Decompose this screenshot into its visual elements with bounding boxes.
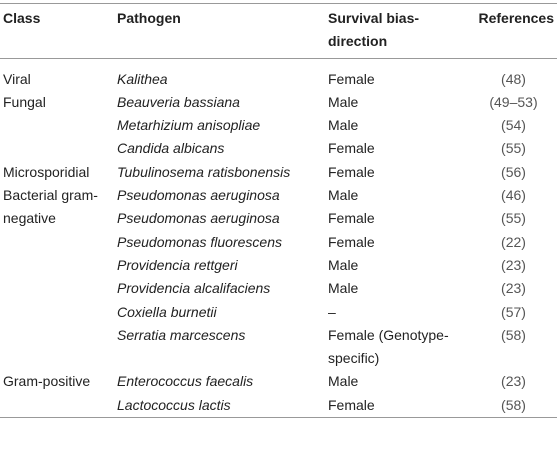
class-cell: Bacterial gram-negative <box>3 187 98 227</box>
header-cell: Pathogen <box>117 10 181 26</box>
pathogen-cell: Lactococcus lactis <box>117 396 231 413</box>
reference-cell: (46) <box>501 187 526 204</box>
table-row: Microsporidial Tubulinosema ratisbonensis… <box>0 161 557 184</box>
reference-cell: (23) <box>501 373 526 390</box>
pathogen-cell: Kalithea <box>117 70 168 87</box>
pathogen-cell: Serratia marcescens <box>117 326 246 343</box>
table-body: Viral Kalithea Female (48) Fungal Beauveria b… <box>0 58 557 418</box>
pathogen-cell: Providencia rettgeri <box>117 256 238 273</box>
reference-cell: (58) <box>501 396 526 413</box>
reference-cell: (55) <box>501 140 526 157</box>
survival-cell: Female <box>328 396 375 413</box>
reference-cell: (57) <box>501 303 526 320</box>
reference-cell: (49–53) <box>489 93 538 110</box>
pathogen-cell: Candida albicans <box>117 140 225 157</box>
table-row: Pseudomonas fluorescens Female (22) <box>0 231 557 254</box>
pathogen-cell: Beauveria bassiana <box>117 93 240 110</box>
survival-cell: – <box>328 303 336 320</box>
table-row: Pseudomonas aeruginosa Female (55) <box>0 207 557 230</box>
class-cell: Fungal <box>3 93 46 110</box>
survival-cell: Female (Genotype-specific) <box>328 326 449 367</box>
header-row: Class Pathogen Survival bias-direction R… <box>0 3 557 59</box>
table-row: Providencia rettgeri Male (23) <box>0 254 557 277</box>
table-row: Providencia alcalifaciens Male (23) <box>0 277 557 300</box>
table-row: Fungal Beauveria bassiana Male (49–53) <box>0 91 557 114</box>
table-row: Candida albicans Female (55) <box>0 137 557 160</box>
survival-cell: Male <box>328 373 359 390</box>
header-cell: Class <box>3 10 41 26</box>
pathogen-cell: Enterococcus faecalis <box>117 373 254 390</box>
pathogen-cell: Tubulinosema ratisbonensis <box>117 163 291 180</box>
table-row: Metarhizium anisopliae Male (54) <box>0 114 557 137</box>
header-cell: References <box>478 10 555 26</box>
survival-cell: Male <box>328 256 359 273</box>
reference-cell: (22) <box>501 233 526 250</box>
table-row: Viral Kalithea Female (48) <box>0 58 557 91</box>
table-row: Gram-positive Enterococcus faecalis Male (2… <box>0 370 557 393</box>
survival-cell: Male <box>328 93 359 110</box>
survival-cell: Male <box>328 280 359 297</box>
reference-cell: (23) <box>501 280 526 297</box>
pathogen-table: Class Pathogen Survival bias-direction R… <box>0 3 557 418</box>
class-cell: Viral <box>3 70 31 87</box>
table-row: Serratia marcescens Female (Genotype-spec… <box>0 324 557 371</box>
pathogen-cell: Pseudomonas aeruginosa <box>117 210 280 227</box>
survival-cell: Female <box>328 210 375 227</box>
survival-cell: Male <box>328 117 359 134</box>
reference-cell: (55) <box>501 210 526 227</box>
reference-cell: (58) <box>501 326 526 343</box>
table-row: Coxiella burnetii – (57) <box>0 301 557 324</box>
pathogen-cell: Metarhizium anisopliae <box>117 117 261 134</box>
pathogen-cell: Pseudomonas aeruginosa <box>117 187 280 204</box>
survival-cell: Female <box>328 163 375 180</box>
pathogen-cell: Providencia alcalifaciens <box>117 280 271 297</box>
survival-cell: Female <box>328 233 375 250</box>
pathogen-cell: Coxiella burnetii <box>117 303 217 320</box>
class-cell: Microsporidial <box>3 163 90 180</box>
reference-cell: (48) <box>501 70 526 87</box>
header-cell: Survival bias-direction <box>328 10 420 50</box>
survival-cell: Female <box>328 140 375 157</box>
pathogen-cell: Pseudomonas fluorescens <box>117 233 282 250</box>
reference-cell: (56) <box>501 163 526 180</box>
table-row: Bacterial gram-negative Pseudomonas aerug… <box>0 184 557 226</box>
reference-cell: (23) <box>501 256 526 273</box>
survival-cell: Female <box>328 70 375 87</box>
class-cell: Gram-positive <box>3 373 91 390</box>
reference-cell: (54) <box>501 117 526 134</box>
survival-cell: Male <box>328 187 359 204</box>
table-row: Lactococcus lactis Female (58) <box>0 394 557 418</box>
